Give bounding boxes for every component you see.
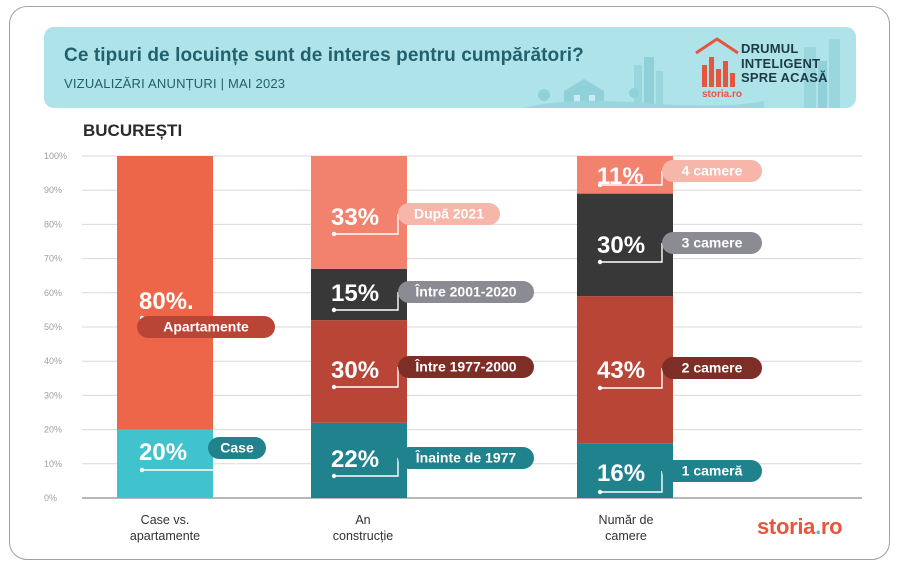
data-label: 30% (597, 232, 645, 259)
campaign-brand: storia.ro (702, 89, 743, 100)
data-label: 80%. (139, 288, 194, 315)
data-label: 15% (331, 280, 379, 307)
legend-pill (662, 232, 762, 254)
x-category-label: camere (605, 529, 647, 543)
legend-pill-label: Înainte de 1977 (415, 449, 517, 466)
y-tick-label: 40% (44, 356, 62, 366)
city-label: BUCUREȘTI (83, 121, 183, 140)
header-banner: Ce tipuri de locuințe sunt de interes pe… (44, 27, 856, 108)
header-subtitle: VIZUALIZĂRI ANUNȚURI | MAI 2023 (64, 76, 286, 91)
legend-pill-label: Între 1977-2000 (414, 358, 516, 375)
x-category-label: construcție (333, 529, 393, 543)
data-label: 20% (139, 439, 187, 466)
bar-segment (577, 296, 673, 444)
y-tick-label: 10% (44, 459, 62, 469)
connector-line (334, 292, 399, 311)
bar-segment (311, 422, 407, 498)
legend-pill (662, 460, 762, 482)
data-label: 16% (597, 460, 645, 487)
y-tick-label: 0% (44, 493, 57, 503)
bar-segment (311, 156, 407, 269)
campaign-line: DRUMUL (741, 41, 799, 56)
legend-pill (208, 437, 266, 459)
x-category-label: An (355, 513, 370, 527)
y-tick-label: 100% (44, 151, 67, 161)
legend-pill-label: Case (220, 440, 254, 456)
connector-line (600, 243, 663, 263)
logo-tld: ro (820, 514, 843, 539)
y-tick-label: 90% (44, 185, 62, 195)
legend-pill (137, 316, 275, 338)
legend-pill (398, 281, 534, 303)
house-chart-logo-icon (695, 37, 739, 87)
legend-pill-label: După 2021 (414, 206, 484, 222)
connector-line (334, 214, 399, 235)
connector-line (334, 458, 399, 477)
header-title: Ce tipuri de locuințe sunt de interes pe… (64, 45, 584, 66)
connector-line (600, 171, 663, 186)
legend-pill (662, 357, 762, 379)
bar-segment (577, 193, 673, 297)
x-category-label: Număr de (599, 513, 654, 527)
legend-pill-label: Între 2001-2020 (414, 283, 516, 300)
bar-segment (117, 156, 213, 430)
x-category-label: Case vs. (141, 513, 190, 527)
data-label: 30% (331, 357, 379, 384)
data-label: 11% (597, 163, 644, 190)
bar-segment (577, 156, 673, 194)
campaign-logo-text: DRUMUL INTELIGENT SPRE ACASĂ (741, 41, 828, 86)
y-tick-label: 30% (44, 390, 62, 400)
legend-pill-label: 2 camere (682, 360, 743, 376)
data-label: 43% (597, 357, 645, 384)
legend-pill-label: 4 camere (682, 163, 743, 179)
bar-segment (311, 320, 407, 423)
storia-footer-logo: storia.ro (757, 514, 843, 540)
x-category-label: apartamente (130, 529, 200, 543)
y-tick-label: 60% (44, 288, 62, 298)
logo-dot: . (815, 514, 821, 539)
legend-pill-label: 3 camere (682, 235, 743, 251)
legend-pill (662, 160, 762, 182)
y-tick-label: 70% (44, 254, 62, 264)
connector-line (600, 471, 663, 493)
logo-word: storia (757, 514, 816, 539)
legend-pill (398, 356, 534, 378)
connector-line (334, 367, 399, 388)
data-label: 22% (331, 446, 379, 473)
bar-segment (577, 443, 673, 498)
legend-pill (398, 203, 500, 225)
y-tick-label: 50% (44, 322, 62, 332)
infographic-frame (9, 6, 890, 560)
y-tick-label: 20% (44, 425, 62, 435)
bar-segment (117, 429, 213, 498)
campaign-line: SPRE ACASĂ (741, 70, 828, 85)
campaign-line: INTELIGENT (741, 55, 821, 71)
legend-pill (398, 447, 534, 469)
y-tick-label: 80% (44, 219, 62, 229)
legend-pill-label: 1 cameră (682, 463, 743, 479)
connector-line (600, 368, 663, 389)
legend-pill-label: Apartamente (163, 319, 249, 335)
city-skyline-illustration (524, 39, 840, 108)
data-label: 33% (331, 204, 379, 231)
bar-segment (311, 268, 407, 321)
